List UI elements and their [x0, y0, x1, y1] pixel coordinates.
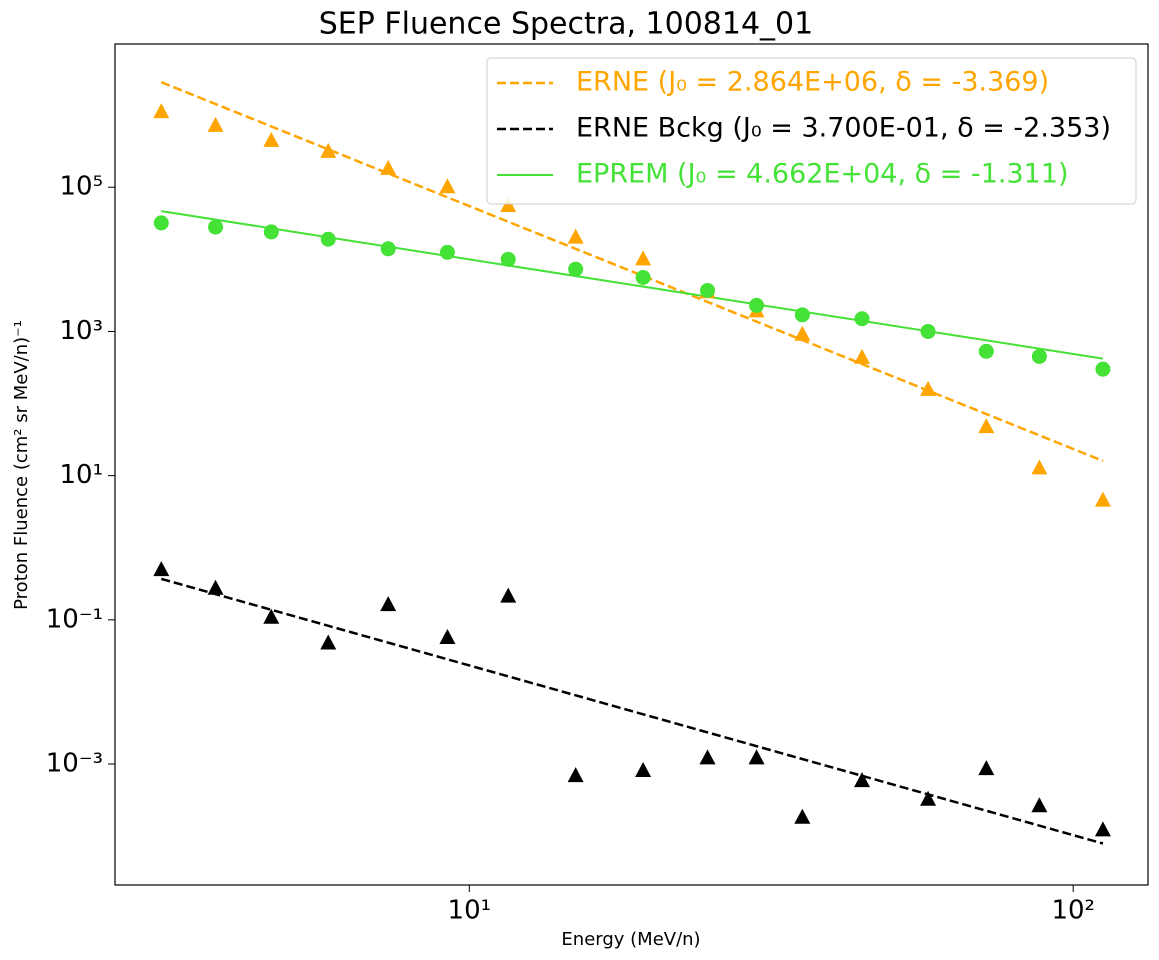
legend-label: ERNE (J₀ = 2.864E+06, δ = -3.369)	[576, 67, 1049, 98]
y-tick-label: 10⁻¹	[46, 604, 103, 634]
data-point	[1094, 821, 1111, 837]
data-point	[207, 116, 224, 132]
data-point	[207, 579, 224, 595]
data-point	[567, 228, 584, 244]
data-point	[1031, 459, 1048, 475]
data-point	[749, 297, 765, 313]
data-point	[920, 790, 937, 806]
data-point	[920, 323, 936, 339]
data-point	[380, 159, 397, 175]
data-point	[635, 250, 652, 266]
data-point	[854, 348, 871, 364]
data-point	[320, 231, 336, 247]
data-point	[854, 311, 870, 327]
chart-title: SEP Fluence Spectra, 100814_01	[319, 7, 813, 42]
data-point	[1095, 361, 1111, 377]
data-point	[794, 325, 811, 341]
y-tick-label: 10⁵	[59, 172, 103, 202]
data-point	[263, 131, 280, 147]
y-tick-label: 10¹	[59, 460, 103, 490]
data-point	[978, 418, 995, 434]
data-point	[978, 343, 994, 359]
data-point	[320, 142, 337, 158]
data-point	[439, 244, 455, 260]
data-point	[263, 608, 280, 624]
data-point	[1031, 797, 1048, 813]
data-point	[380, 596, 397, 612]
x-axis-label: Energy (MeV/n)	[561, 929, 700, 950]
data-point	[153, 561, 170, 577]
data-point	[263, 224, 279, 240]
x-tick-label: 10²	[1051, 896, 1095, 926]
y-axis-label: Proton Fluence (cm² sr MeV/n)⁻¹	[11, 320, 32, 610]
data-point	[380, 241, 396, 257]
legend: ERNE (J₀ = 2.864E+06, δ = -3.369) ERNE Bc…	[486, 57, 1137, 205]
data-point	[1031, 348, 1047, 364]
data-point	[568, 261, 584, 277]
data-point	[635, 762, 652, 778]
data-point	[635, 269, 651, 285]
fit-line	[160, 81, 1104, 463]
data-point	[439, 178, 456, 194]
data-point	[794, 307, 810, 323]
data-point	[439, 628, 456, 644]
plot-frame	[114, 43, 1149, 886]
data-point	[500, 251, 516, 267]
y-tick-label: 10⁻³	[46, 749, 103, 779]
fit-line	[161, 210, 1104, 360]
data-point	[500, 587, 517, 603]
data-point	[978, 760, 995, 776]
data-point	[920, 380, 937, 396]
fit-line	[160, 577, 1104, 845]
data-point	[153, 103, 170, 119]
data-point	[748, 749, 765, 765]
data-point	[700, 282, 716, 298]
data-point	[208, 219, 224, 235]
x-tick-label: 10¹	[448, 896, 492, 926]
legend-box	[486, 57, 1137, 205]
legend-label: EPREM (J₀ = 4.662E+04, δ = -1.311)	[576, 159, 1069, 190]
data-point	[153, 215, 169, 231]
data-point	[854, 772, 871, 788]
legend-label: ERNE Bckg (J₀ = 3.700E-01, δ = -2.353)	[576, 113, 1111, 144]
data-point	[320, 634, 337, 650]
data-point	[567, 767, 584, 783]
y-tick-label: 10³	[59, 316, 103, 346]
data-point	[699, 749, 716, 765]
data-point	[1094, 491, 1111, 507]
data-point	[794, 808, 811, 824]
